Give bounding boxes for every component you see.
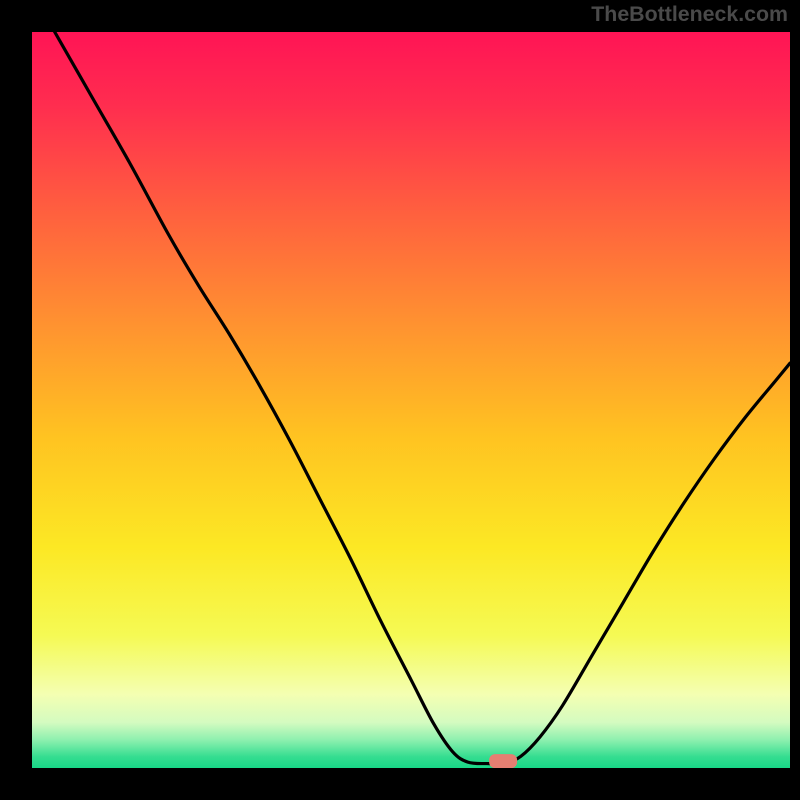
bottleneck-curve xyxy=(32,32,790,768)
curve-path xyxy=(55,32,790,764)
optimal-point-marker xyxy=(490,754,518,768)
bottleneck-chart xyxy=(32,32,790,768)
